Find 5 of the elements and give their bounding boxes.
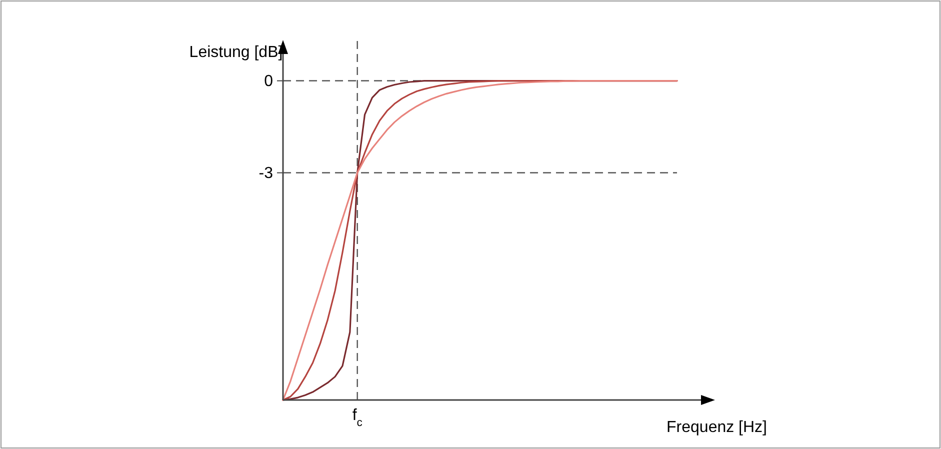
x-axis-title: Frequenz [Hz] xyxy=(666,419,767,436)
y-tick-label: 0 xyxy=(264,72,274,90)
y-tick-label: -3 xyxy=(258,164,274,182)
line-series xyxy=(282,80,678,401)
x-tick-label: f$_{c}$ xyxy=(352,407,363,429)
